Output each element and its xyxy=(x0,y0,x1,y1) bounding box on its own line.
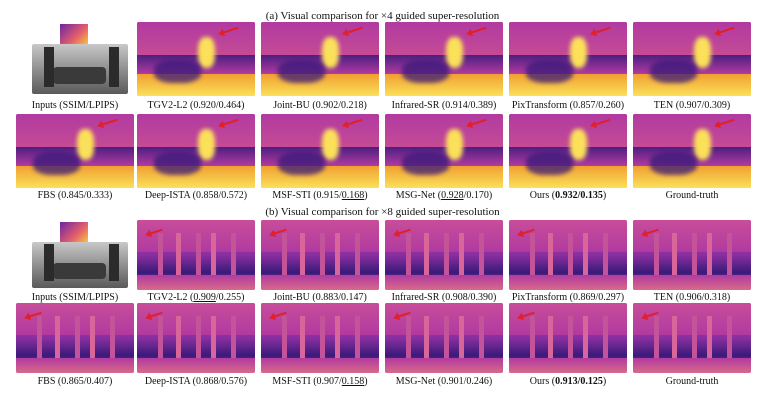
image-caption: TEN (0.906/0.318) xyxy=(653,292,731,303)
image-caption: TGV2-L2 (0.909/0.255) xyxy=(147,292,245,303)
image-caption: Joint-BU (0.883/0.147) xyxy=(273,292,367,303)
thermal-result-image xyxy=(385,114,503,188)
image-caption: Ours (0.932/0.135) xyxy=(529,190,607,201)
thermal-result-image xyxy=(633,22,751,96)
thermal-result-image xyxy=(633,114,751,188)
thermal-result-image xyxy=(509,114,627,188)
thermal-result-image xyxy=(385,220,503,290)
image-caption: PixTransform (0.857/0.260) xyxy=(511,100,625,111)
thermal-result-image xyxy=(137,220,255,290)
image-caption: TEN (0.907/0.309) xyxy=(653,100,731,111)
image-caption: Inputs (SSIM/LPIPS) xyxy=(31,100,119,111)
thermal-result-image xyxy=(385,22,503,96)
title-b: (b) Visual comparison for ×8 guided supe… xyxy=(265,206,500,218)
thermal-result-image xyxy=(137,22,255,96)
thermal-result-image xyxy=(261,220,379,290)
image-caption: Ours (0.913/0.125) xyxy=(529,376,607,387)
image-caption: Inputs (SSIM/LPIPS) xyxy=(31,292,119,303)
thermal-result-image xyxy=(385,303,503,373)
thermal-result-image xyxy=(137,303,255,373)
input-image xyxy=(32,242,128,288)
thermal-result-image xyxy=(633,303,751,373)
image-caption: MSG-Net (0.901/0.246) xyxy=(395,376,493,387)
image-caption: FBS (0.845/0.333) xyxy=(37,190,113,201)
image-caption: Ground-truth xyxy=(665,190,719,201)
input-image xyxy=(32,44,128,94)
image-caption: MSF-STI (0.915/0.168) xyxy=(272,190,368,201)
image-caption: Infrared-SR (0.914/0.389) xyxy=(391,100,497,111)
image-caption: FBS (0.865/0.407) xyxy=(37,376,113,387)
thermal-result-image xyxy=(16,303,134,373)
title-a: (a) Visual comparison for ×4 guided supe… xyxy=(265,10,500,22)
thermal-result-image xyxy=(509,220,627,290)
thermal-result-image xyxy=(261,303,379,373)
image-caption: Deep-ISTA (0.858/0.572) xyxy=(144,190,248,201)
image-caption: Infrared-SR (0.908/0.390) xyxy=(391,292,497,303)
thermal-result-image xyxy=(137,114,255,188)
image-caption: MSF-STI (0.907/0.158) xyxy=(272,376,368,387)
thermal-result-image xyxy=(509,303,627,373)
thermal-result-image xyxy=(261,22,379,96)
thermal-result-image xyxy=(633,220,751,290)
low-res-thermal-input xyxy=(60,24,88,44)
image-caption: Joint-BU (0.902/0.218) xyxy=(273,100,367,111)
image-caption: Deep-ISTA (0.868/0.576) xyxy=(144,376,248,387)
thermal-result-image xyxy=(16,114,134,188)
low-res-thermal-input xyxy=(60,222,88,242)
thermal-result-image xyxy=(261,114,379,188)
image-caption: Ground-truth xyxy=(665,376,719,387)
image-caption: PixTransform (0.869/0.297) xyxy=(511,292,625,303)
thermal-result-image xyxy=(509,22,627,96)
image-caption: TGV2-L2 (0.920/0.464) xyxy=(147,100,245,111)
image-caption: MSG-Net (0.928/0.170) xyxy=(395,190,493,201)
